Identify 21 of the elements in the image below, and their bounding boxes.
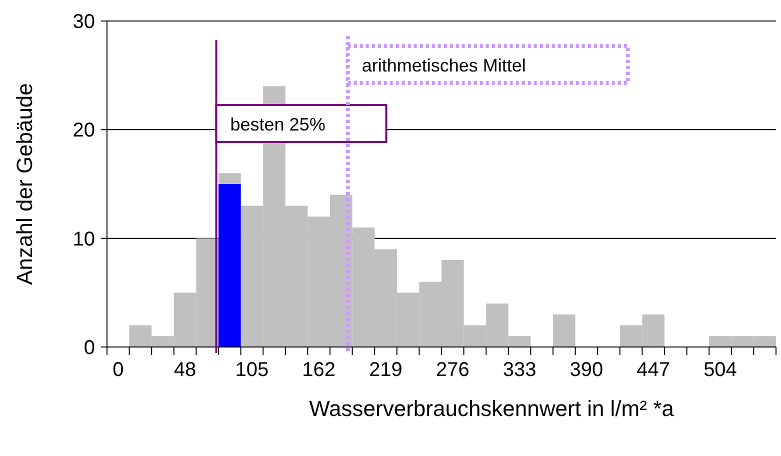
x-tick-label: 276	[436, 359, 470, 381]
x-axis-title: Wasserverbrauchskennwert in l/m² *a	[309, 396, 675, 421]
x-tick-label: 105	[235, 359, 269, 381]
annotation: besten 25%	[230, 114, 326, 134]
x-tick-label: 162	[302, 359, 336, 381]
x-tick-label: 447	[636, 359, 670, 381]
x-tick-label: 333	[502, 359, 536, 381]
label-box: arithmetisches Mittel	[346, 44, 630, 85]
bar	[553, 314, 576, 347]
y-tick-label: 20	[72, 120, 95, 142]
x-tick-label: 48	[174, 359, 196, 381]
x-tick-label: 0	[112, 359, 124, 381]
x-tick-label: 219	[369, 359, 402, 381]
y-tick-label: 30	[72, 11, 95, 33]
label-box: besten 25%	[215, 104, 388, 143]
y-axis-title: Anzahl der Gebäude	[12, 83, 37, 285]
y-tick-label: 0	[84, 337, 95, 359]
x-tick-label: 504	[704, 359, 737, 381]
x-tick-label: 390	[570, 359, 604, 381]
annotation: arithmetisches Mittel	[362, 55, 526, 76]
y-tick-label: 10	[72, 228, 95, 250]
